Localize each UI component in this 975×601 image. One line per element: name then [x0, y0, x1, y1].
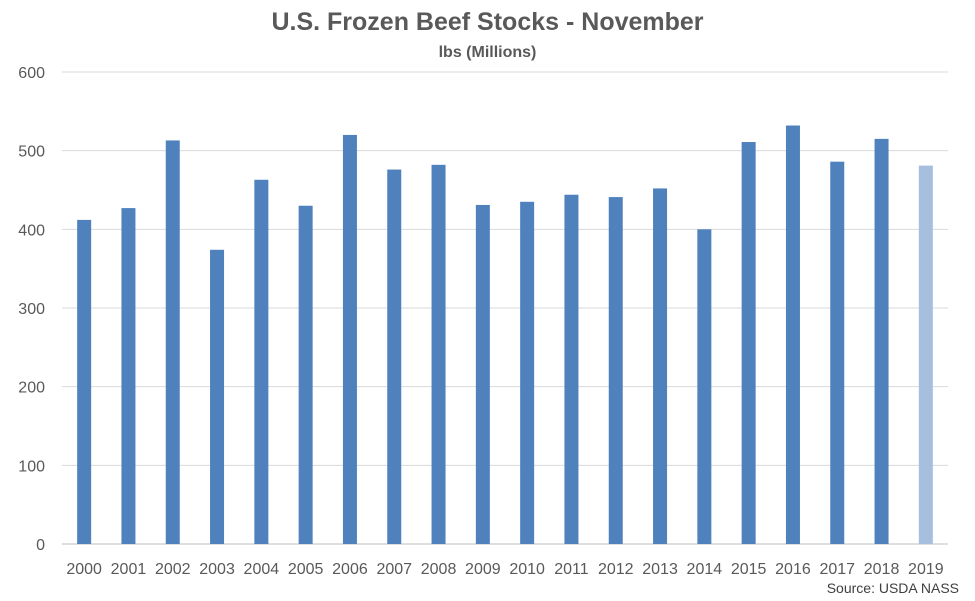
x-tick-label: 2002 — [155, 561, 191, 578]
chart-title: U.S. Frozen Beef Stocks - November — [271, 8, 704, 36]
x-tick-label: 2007 — [376, 561, 412, 578]
bar — [431, 164, 446, 544]
x-tick-label: 2019 — [908, 561, 944, 578]
y-tick-label: 100 — [18, 458, 45, 475]
y-tick-label: 200 — [18, 380, 45, 397]
bar — [298, 205, 313, 544]
x-tick-label: 2000 — [66, 561, 102, 578]
bar — [830, 161, 845, 544]
bar — [697, 229, 712, 545]
y-tick-label: 600 — [18, 65, 45, 82]
bar — [785, 125, 800, 544]
bar — [874, 138, 889, 544]
y-tick-label: 500 — [18, 144, 45, 161]
bar — [653, 188, 668, 544]
source-note: Source: USDA NASS — [826, 580, 959, 596]
y-tick-label: 300 — [18, 301, 45, 318]
x-tick-label: 2008 — [421, 561, 457, 578]
bar — [254, 179, 269, 545]
bar — [475, 204, 490, 545]
chart-subtitle: lbs (Millions) — [438, 44, 537, 61]
bar — [387, 169, 402, 544]
bar — [520, 201, 535, 545]
x-tick-label: 2016 — [775, 561, 811, 578]
x-tick-label: 2015 — [731, 561, 767, 578]
bar — [121, 208, 136, 545]
x-tick-label: 2012 — [598, 561, 634, 578]
x-tick-label: 2013 — [642, 561, 678, 578]
bar — [77, 219, 92, 545]
bar — [741, 142, 756, 544]
x-tick-label: 2001 — [111, 561, 147, 578]
x-tick-label: 2017 — [819, 561, 855, 578]
bar — [165, 140, 180, 544]
bar — [210, 249, 225, 544]
bar — [918, 165, 933, 544]
x-tick-label: 2011 — [554, 561, 589, 578]
y-tick-label: 0 — [36, 537, 45, 554]
x-tick-label: 2009 — [465, 561, 501, 578]
x-tick-label: 2014 — [687, 561, 723, 578]
x-tick-label: 2004 — [244, 561, 280, 578]
bar — [564, 194, 579, 544]
x-tick-label: 2003 — [199, 561, 235, 578]
bar — [608, 197, 623, 544]
x-tick-label: 2006 — [332, 561, 368, 578]
bar — [342, 134, 357, 544]
x-tick-label: 2018 — [864, 561, 900, 578]
x-tick-label: 2010 — [509, 561, 545, 578]
y-tick-label: 400 — [18, 222, 45, 239]
x-tick-label: 2005 — [288, 561, 324, 578]
